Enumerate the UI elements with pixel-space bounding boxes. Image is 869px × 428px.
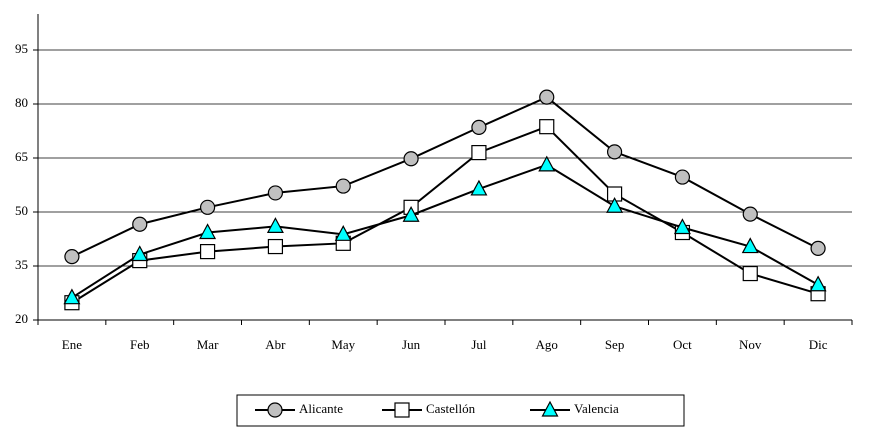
point	[199, 199, 216, 215]
point	[267, 238, 284, 255]
point	[742, 265, 758, 282]
point	[741, 237, 759, 254]
y-tick-label: 50	[15, 203, 28, 218]
x-tick-label: Dic	[809, 337, 828, 352]
point	[132, 216, 148, 232]
legend-marker	[541, 400, 559, 417]
x-tick-label: Feb	[130, 337, 150, 352]
legend-label: Castellón	[426, 401, 476, 416]
legend-marker	[267, 402, 283, 418]
legend-label: Alicante	[299, 401, 343, 416]
point	[539, 89, 555, 105]
legend-label: Valencia	[574, 401, 619, 416]
point	[471, 119, 487, 136]
y-tick-label: 80	[15, 95, 28, 110]
point	[63, 288, 81, 305]
x-tick-label: Ago	[536, 337, 558, 352]
x-tick-label: Jul	[471, 337, 487, 352]
series-line	[71, 163, 819, 299]
point	[539, 119, 555, 135]
point	[335, 178, 351, 194]
series-line	[71, 95, 819, 258]
x-tick-label: Ene	[62, 337, 82, 352]
x-tick-label: Nov	[739, 337, 762, 352]
point	[606, 144, 623, 160]
x-tick-label: Oct	[673, 337, 692, 352]
x-tick-label: Mar	[197, 337, 219, 352]
point	[402, 205, 420, 222]
point	[199, 244, 216, 260]
legend-box	[236, 394, 685, 427]
point	[199, 223, 217, 240]
point	[267, 185, 284, 201]
point	[471, 145, 487, 161]
point	[673, 218, 691, 235]
legend-marker	[394, 402, 410, 418]
point	[810, 240, 826, 256]
point	[131, 245, 149, 262]
point	[470, 179, 488, 196]
point	[334, 225, 352, 241]
point	[266, 217, 284, 233]
y-tick-label: 65	[15, 149, 28, 164]
series-line	[71, 125, 819, 304]
point	[403, 151, 419, 167]
point	[809, 275, 827, 292]
point	[742, 206, 758, 222]
point	[64, 249, 80, 265]
x-tick-label: May	[331, 337, 355, 352]
point	[606, 196, 624, 213]
point	[674, 169, 691, 185]
x-tick-label: Jun	[402, 337, 421, 352]
x-tick-label: Sep	[605, 337, 625, 352]
y-tick-label: 20	[15, 311, 28, 326]
x-tick-label: Abr	[265, 337, 286, 352]
y-tick-label: 35	[15, 257, 28, 272]
point	[538, 155, 556, 172]
y-tick-label: 95	[15, 41, 28, 56]
